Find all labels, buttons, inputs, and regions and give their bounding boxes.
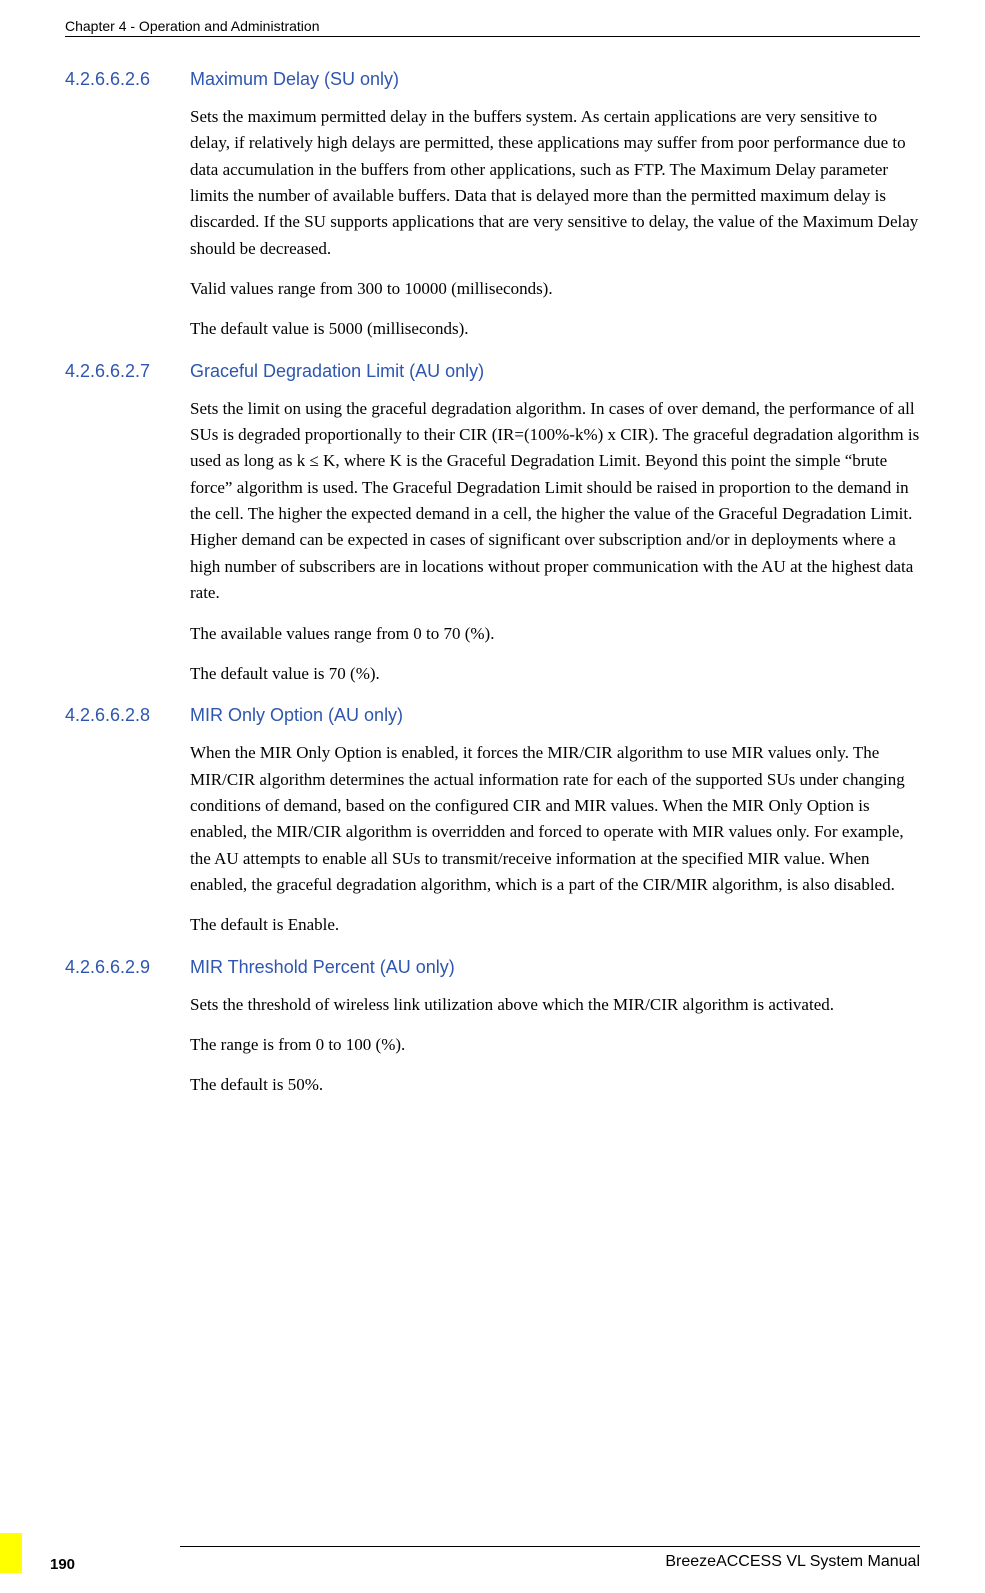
header-chapter: Chapter 4 - Operation and Administration — [65, 18, 920, 34]
paragraph: Valid values range from 300 to 10000 (mi… — [190, 276, 920, 302]
section-title: MIR Threshold Percent (AU only) — [190, 957, 455, 978]
paragraph: The default is Enable. — [190, 912, 920, 938]
section-number: 4.2.6.6.2.9 — [65, 957, 190, 978]
paragraph: The default value is 70 (%). — [190, 661, 920, 687]
paragraph: When the MIR Only Option is enabled, it … — [190, 740, 920, 898]
section-body: Sets the threshold of wireless link util… — [190, 992, 920, 1099]
section-number: 4.2.6.6.2.6 — [65, 69, 190, 90]
section-heading: 4.2.6.6.2.9 MIR Threshold Percent (AU on… — [65, 957, 920, 978]
footer-rule: BreezeACCESS VL System Manual — [180, 1546, 920, 1571]
footer: BreezeACCESS VL System Manual 190 — [0, 1546, 985, 1571]
section-number: 4.2.6.6.2.7 — [65, 361, 190, 382]
paragraph: The default is 50%. — [190, 1072, 920, 1098]
section-body: When the MIR Only Option is enabled, it … — [190, 740, 920, 938]
header-rule — [65, 36, 920, 37]
section-title: Maximum Delay (SU only) — [190, 69, 399, 90]
section-title: MIR Only Option (AU only) — [190, 705, 403, 726]
footer-brand: BreezeACCESS VL System Manual — [665, 1553, 920, 1570]
paragraph: The default value is 5000 (milliseconds)… — [190, 316, 920, 342]
paragraph: Sets the limit on using the graceful deg… — [190, 396, 920, 607]
section-body: Sets the maximum permitted delay in the … — [190, 104, 920, 343]
page-number: 190 — [22, 1556, 75, 1573]
section-number: 4.2.6.6.2.8 — [65, 705, 190, 726]
accent-block — [0, 1533, 22, 1573]
paragraph: The available values range from 0 to 70 … — [190, 621, 920, 647]
page: Chapter 4 - Operation and Administration… — [0, 0, 985, 1593]
paragraph: The range is from 0 to 100 (%). — [190, 1032, 920, 1058]
paragraph: Sets the maximum permitted delay in the … — [190, 104, 920, 262]
paragraph: Sets the threshold of wireless link util… — [190, 992, 920, 1018]
section-heading: 4.2.6.6.2.8 MIR Only Option (AU only) — [65, 705, 920, 726]
section-heading: 4.2.6.6.2.6 Maximum Delay (SU only) — [65, 69, 920, 90]
section-body: Sets the limit on using the graceful deg… — [190, 396, 920, 687]
footer-pagebar: 190 — [0, 1533, 75, 1573]
section-heading: 4.2.6.6.2.7 Graceful Degradation Limit (… — [65, 361, 920, 382]
section-title: Graceful Degradation Limit (AU only) — [190, 361, 484, 382]
